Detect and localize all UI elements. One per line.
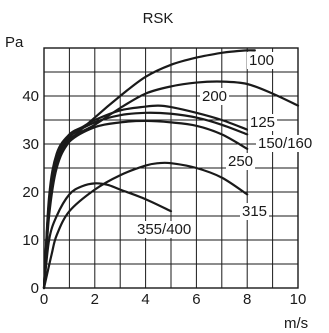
y-axis-label: Pa	[5, 34, 24, 51]
y-tick-label: 30	[22, 136, 39, 153]
series-line-355-400	[42, 182, 173, 290]
series-line-100	[42, 49, 256, 290]
series-line-250	[42, 119, 249, 290]
y-tick-labels: 0 10 20 30 40	[22, 88, 39, 297]
curve-label-background	[226, 153, 256, 170]
curve-label-background	[247, 52, 277, 69]
curve-label-315: 315	[242, 203, 267, 220]
chart-title: RSK	[143, 10, 174, 27]
curve-label-100: 100	[249, 52, 274, 69]
curve-label-background	[200, 88, 230, 105]
series-lines	[42, 49, 300, 290]
curve-label-125: 125	[250, 114, 275, 131]
curve-label-background	[256, 135, 315, 152]
x-tick-label: 6	[192, 291, 200, 308]
series-line-125	[42, 104, 249, 290]
grid	[43, 47, 299, 289]
curve-label-250: 250	[228, 153, 253, 170]
x-tick-label: 4	[141, 291, 149, 308]
curve-label-200: 200	[202, 88, 227, 105]
curve-label-background	[135, 221, 194, 238]
x-tick-label: 2	[91, 291, 99, 308]
y-tick-label: 0	[31, 280, 39, 297]
x-tick-labels: 0 2 4 6 8 10	[40, 291, 307, 308]
y-tick-label: 10	[22, 232, 39, 249]
curve-label-backgrounds	[135, 52, 315, 238]
curve-label-background	[240, 203, 270, 220]
curve-label-background	[248, 114, 278, 131]
curve-label-150-160: 150/160	[258, 135, 312, 152]
y-tick-label: 20	[22, 184, 39, 201]
x-tick-label: 8	[243, 291, 251, 308]
y-tick-label: 40	[22, 88, 39, 105]
x-tick-label: 10	[290, 291, 307, 308]
plot-frame	[43, 47, 299, 289]
x-axis-label: m/s	[284, 315, 308, 332]
curve-label-355-400: 355/400	[137, 221, 191, 238]
series-line-315	[42, 161, 249, 290]
x-tick-label: 0	[40, 291, 48, 308]
